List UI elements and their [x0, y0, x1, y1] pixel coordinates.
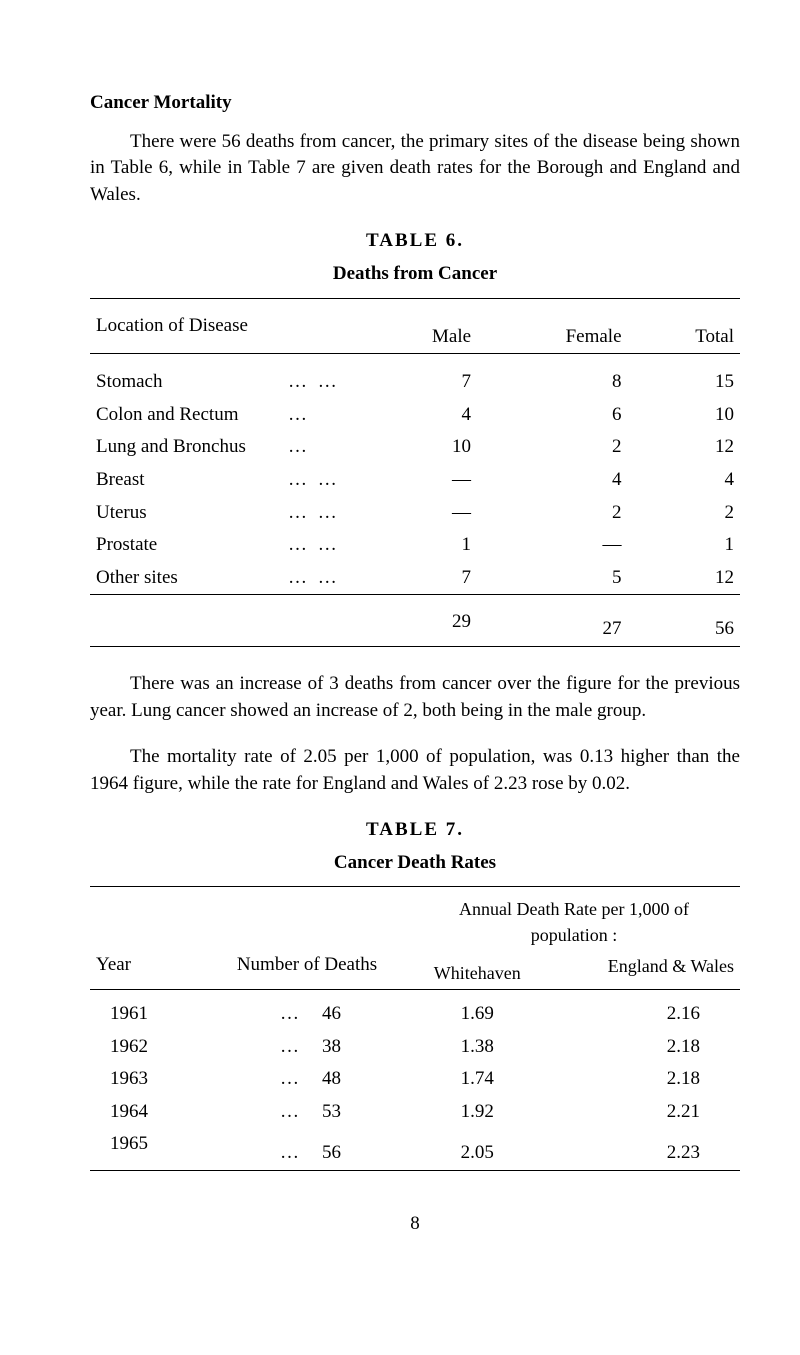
table6-total-male: 29 — [364, 595, 477, 647]
row-year: 1964 — [90, 1096, 206, 1129]
row-dots: … … — [282, 529, 364, 562]
row-whitehaven: 1.74 — [408, 1063, 547, 1096]
row-label: Lung and Bronchus — [90, 431, 282, 464]
table6-header-total: Total — [628, 298, 740, 354]
row-female: — — [477, 529, 627, 562]
row-deaths: 56 — [308, 1128, 408, 1170]
table-row: Colon and Rectum … 4 6 10 — [90, 399, 740, 432]
row-label: Prostate — [90, 529, 282, 562]
page-number: 8 — [90, 1211, 740, 1238]
table-row: 1964 … 53 1.92 2.21 — [90, 1096, 740, 1129]
row-male: 7 — [364, 562, 477, 595]
table7-header-whitehaven: Whitehaven — [408, 951, 547, 990]
row-male: 4 — [364, 399, 477, 432]
row-dots: … … — [282, 366, 364, 399]
row-year: 1961 — [90, 998, 206, 1031]
row-male: 7 — [364, 366, 477, 399]
table7-header-england: England & Wales — [547, 951, 740, 990]
table6-header-male: Male — [364, 298, 477, 354]
row-dots: … … — [282, 562, 364, 595]
table-row: 1962 … 38 1.38 2.18 — [90, 1031, 740, 1064]
row-female: 5 — [477, 562, 627, 595]
row-england: 2.21 — [547, 1096, 740, 1129]
table6: Location of Disease Male Female Total St… — [90, 298, 740, 647]
table-row: Prostate … … 1 — 1 — [90, 529, 740, 562]
table7-header-year: Year — [90, 887, 206, 989]
row-label: Breast — [90, 464, 282, 497]
table-row: 1965 … 56 2.05 2.23 — [90, 1128, 740, 1170]
row-male: — — [364, 497, 477, 530]
row-whitehaven: 1.69 — [408, 998, 547, 1031]
row-female: 8 — [477, 366, 627, 399]
table7: Year Number of Deaths Annual Death Rate … — [90, 886, 740, 1171]
row-total: 12 — [628, 431, 740, 464]
row-label: Uterus — [90, 497, 282, 530]
row-whitehaven: 2.05 — [408, 1128, 547, 1170]
table6-total-female: 27 — [477, 595, 627, 647]
row-england: 2.16 — [547, 998, 740, 1031]
table-row: Stomach … … 7 8 15 — [90, 366, 740, 399]
table6-title: Deaths from Cancer — [90, 261, 740, 288]
row-dots: … — [282, 431, 364, 464]
row-dots: … — [206, 998, 308, 1031]
paragraph-3: The mortality rate of 2.05 per 1,000 of … — [90, 744, 740, 797]
row-deaths: 53 — [308, 1096, 408, 1129]
row-total: 10 — [628, 399, 740, 432]
table-row: 1961 … 46 1.69 2.16 — [90, 998, 740, 1031]
row-total: 4 — [628, 464, 740, 497]
row-male: — — [364, 464, 477, 497]
table6-header-location: Location of Disease — [90, 298, 364, 354]
row-dots: … … — [282, 497, 364, 530]
row-total: 12 — [628, 562, 740, 595]
row-england: 2.18 — [547, 1031, 740, 1064]
row-label: Stomach — [90, 366, 282, 399]
paragraph-intro: There were 56 deaths from cancer, the pr… — [90, 129, 740, 209]
row-dots: … — [206, 1063, 308, 1096]
table-row: Uterus … … — 2 2 — [90, 497, 740, 530]
row-england: 2.18 — [547, 1063, 740, 1096]
section-heading: Cancer Mortality — [90, 90, 740, 117]
row-dots: … … — [282, 464, 364, 497]
row-dots: … — [206, 1031, 308, 1064]
table6-total-total: 56 — [628, 595, 740, 647]
table-row: Lung and Bronchus … 10 2 12 — [90, 431, 740, 464]
row-deaths: 46 — [308, 998, 408, 1031]
table6-header-female: Female — [477, 298, 627, 354]
table7-label: TABLE 7. — [90, 817, 740, 844]
table-row: 1963 … 48 1.74 2.18 — [90, 1063, 740, 1096]
row-england: 2.23 — [547, 1128, 740, 1170]
row-label: Colon and Rectum — [90, 399, 282, 432]
row-male: 1 — [364, 529, 477, 562]
row-year: 1963 — [90, 1063, 206, 1096]
row-label: Other sites — [90, 562, 282, 595]
table6-label: TABLE 6. — [90, 228, 740, 255]
row-year: 1965 — [90, 1128, 206, 1170]
row-dots: … — [282, 399, 364, 432]
paragraph-2: There was an increase of 3 deaths from c… — [90, 671, 740, 724]
row-female: 6 — [477, 399, 627, 432]
row-dots: … — [206, 1096, 308, 1129]
row-female: 2 — [477, 497, 627, 530]
row-year: 1962 — [90, 1031, 206, 1064]
row-female: 2 — [477, 431, 627, 464]
table7-header-annual-2: population : — [531, 925, 618, 945]
row-total: 15 — [628, 366, 740, 399]
table7-title: Cancer Death Rates — [90, 850, 740, 877]
row-deaths: 48 — [308, 1063, 408, 1096]
row-total: 2 — [628, 497, 740, 530]
table7-header-deaths: Number of Deaths — [206, 887, 408, 989]
row-dots: … — [206, 1128, 308, 1170]
row-whitehaven: 1.38 — [408, 1031, 547, 1064]
row-female: 4 — [477, 464, 627, 497]
row-deaths: 38 — [308, 1031, 408, 1064]
table-row: Other sites … … 7 5 12 — [90, 562, 740, 595]
row-whitehaven: 1.92 — [408, 1096, 547, 1129]
table-row: Breast … … — 4 4 — [90, 464, 740, 497]
row-total: 1 — [628, 529, 740, 562]
row-male: 10 — [364, 431, 477, 464]
table7-header-annual-1: Annual Death Rate per 1,000 of — [459, 899, 689, 919]
